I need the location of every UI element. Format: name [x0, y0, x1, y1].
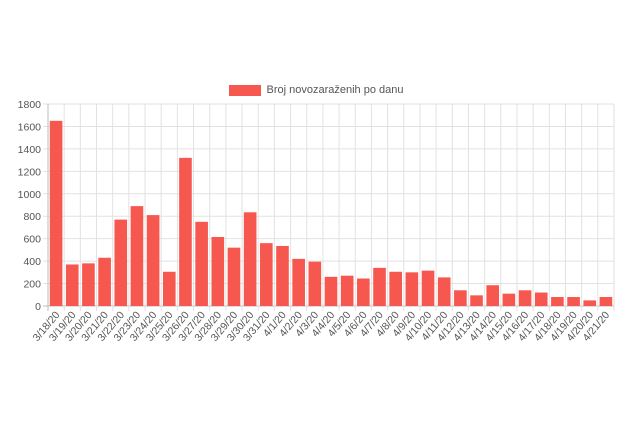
bar [276, 245, 289, 306]
y-tick-label: 1800 [18, 99, 42, 111]
legend-swatch [228, 84, 261, 96]
y-tick-label: 1600 [18, 121, 42, 133]
bar [82, 263, 95, 306]
bar [260, 243, 273, 306]
bar [227, 247, 241, 306]
bar [179, 157, 192, 306]
bar [357, 278, 370, 306]
bar [292, 258, 305, 306]
bar [583, 300, 597, 306]
bar [599, 297, 613, 306]
y-tick-label: 0 [35, 301, 41, 313]
y-tick-label: 1200 [18, 166, 42, 178]
bar [405, 272, 419, 306]
bar [534, 292, 548, 306]
y-tick-label: 400 [23, 256, 41, 268]
bar [162, 271, 176, 306]
bar [243, 212, 257, 306]
legend-label: Broj novozaraženih po danu [266, 84, 404, 96]
legend[interactable]: Broj novozaraženih po danu [0, 84, 632, 96]
bar [437, 277, 451, 306]
bar [195, 221, 208, 306]
bar [211, 236, 225, 306]
bar [324, 276, 338, 306]
bar [551, 297, 564, 306]
bar [502, 293, 516, 306]
bar [454, 290, 467, 306]
y-tick-label: 200 [23, 279, 41, 291]
bar [65, 264, 79, 306]
bar [114, 219, 128, 306]
bar [146, 215, 160, 306]
bar [389, 271, 402, 306]
bar [98, 257, 111, 306]
y-tick-label: 600 [23, 234, 41, 246]
bar [518, 290, 532, 306]
y-tick-label: 1000 [18, 189, 42, 201]
y-tick-label: 1400 [18, 144, 42, 156]
bar [308, 261, 322, 306]
bar [421, 270, 435, 306]
bar [130, 206, 144, 306]
bar [470, 295, 483, 306]
bar [340, 275, 354, 306]
y-tick-label: 800 [23, 211, 41, 223]
bar [49, 120, 63, 306]
bar [373, 267, 386, 306]
bar [486, 285, 500, 306]
bar [567, 297, 580, 306]
